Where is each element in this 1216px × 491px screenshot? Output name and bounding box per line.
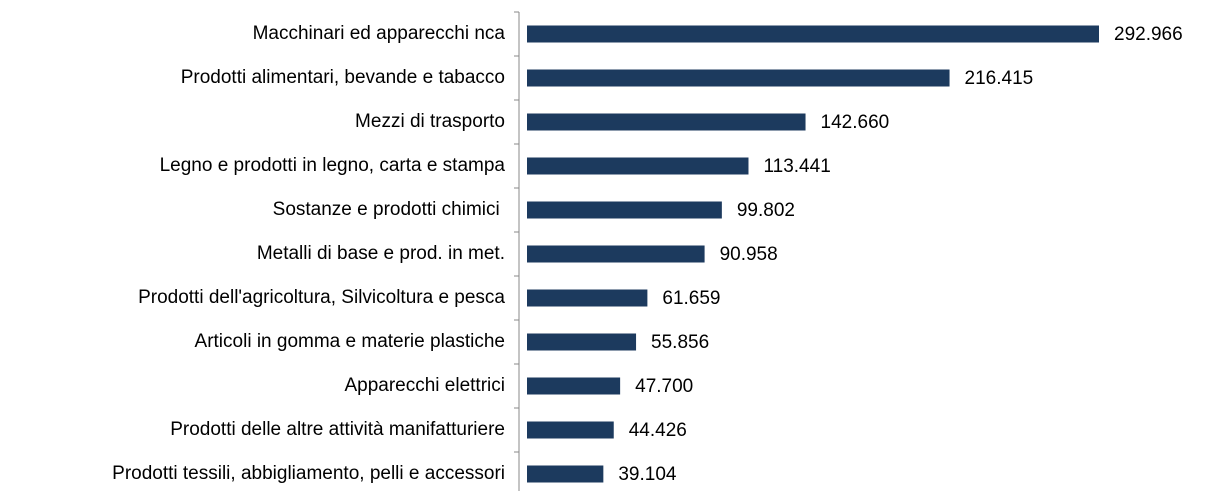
value-label: 292.966: [1114, 24, 1183, 45]
bar: [527, 245, 705, 263]
bar: [527, 333, 637, 351]
value-label: 113.441: [763, 156, 830, 177]
category-label: Prodotti dell'agricoltura, Silvicoltura …: [138, 287, 505, 308]
category-label: Metalli di base e prod. in met.: [257, 243, 505, 264]
value-label: 61.659: [662, 288, 720, 309]
value-label: 55.856: [651, 332, 709, 353]
value-label: 90.958: [720, 244, 778, 265]
bar: [527, 289, 648, 307]
bar: [527, 201, 722, 219]
value-label: 216.415: [965, 68, 1034, 89]
value-label: 142.660: [821, 112, 890, 133]
category-label: Mezzi di trasporto: [355, 111, 505, 132]
category-label: Legno e prodotti in legno, carta e stamp…: [160, 155, 506, 176]
bar: [527, 465, 604, 483]
bar: [527, 69, 950, 87]
bar: [527, 377, 621, 395]
category-label: Apparecchi elettrici: [344, 375, 505, 396]
category-label: Macchinari ed apparecchi nca: [253, 23, 506, 44]
bar: [527, 157, 749, 175]
bar: [527, 421, 614, 439]
category-label: Prodotti delle altre attività manifattur…: [170, 419, 505, 440]
category-label: Sostanze e prodotti chimici: [273, 199, 505, 220]
category-label: Prodotti alimentari, bevande e tabacco: [181, 67, 505, 88]
bar: [527, 113, 806, 131]
value-label: 39.104: [618, 464, 677, 485]
category-label: Articoli in gomma e materie plastiche: [195, 331, 505, 352]
bar: [527, 25, 1099, 43]
value-label: 47.700: [635, 376, 693, 397]
category-label: Prodotti tessili, abbigliamento, pelli e…: [112, 463, 505, 484]
value-label: 44.426: [629, 420, 687, 441]
value-label: 99.802: [737, 200, 795, 221]
